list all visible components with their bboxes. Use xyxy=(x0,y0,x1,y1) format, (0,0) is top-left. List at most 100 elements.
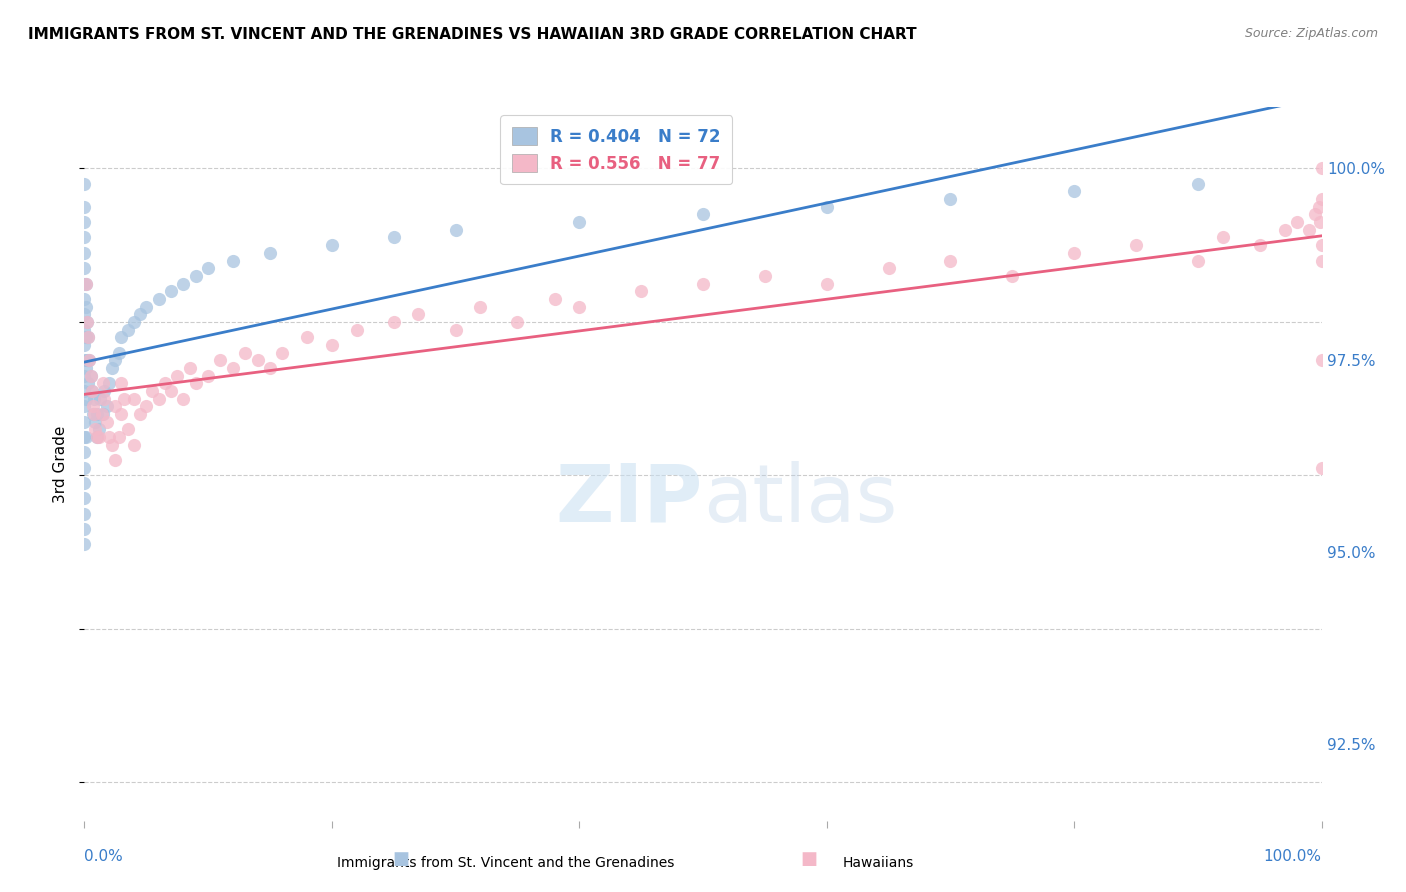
Point xyxy=(1308,200,1330,214)
Point xyxy=(76,315,98,329)
Point xyxy=(86,407,108,421)
Point xyxy=(135,300,157,314)
Point xyxy=(91,376,114,391)
Text: Source: ZipAtlas.com: Source: ZipAtlas.com xyxy=(1244,27,1378,40)
Point xyxy=(172,277,194,291)
Point xyxy=(73,430,96,444)
Text: ZIP: ZIP xyxy=(555,460,703,539)
Point xyxy=(73,476,96,491)
Text: 100.0%: 100.0% xyxy=(1264,849,1322,864)
Point xyxy=(1310,253,1333,268)
Point xyxy=(79,368,101,383)
Point xyxy=(80,384,103,398)
Point xyxy=(166,368,188,383)
Point xyxy=(77,330,100,344)
Point xyxy=(100,437,122,451)
Point xyxy=(271,345,294,359)
Point xyxy=(1310,192,1333,206)
Point xyxy=(1310,460,1333,475)
Point xyxy=(148,292,170,306)
Point xyxy=(73,338,96,352)
Point xyxy=(153,376,176,391)
Point xyxy=(754,268,776,283)
Point xyxy=(1249,238,1271,252)
Point xyxy=(1125,238,1147,252)
Point xyxy=(75,360,97,375)
Point xyxy=(382,315,405,329)
Point xyxy=(939,253,962,268)
Text: IMMIGRANTS FROM ST. VINCENT AND THE GRENADINES VS HAWAIIAN 3RD GRADE CORRELATION: IMMIGRANTS FROM ST. VINCENT AND THE GREN… xyxy=(28,27,917,42)
Point xyxy=(444,322,467,336)
Point xyxy=(86,430,108,444)
Point xyxy=(197,368,219,383)
Point xyxy=(1212,230,1234,244)
Point xyxy=(93,384,115,398)
Point xyxy=(75,330,97,344)
Point xyxy=(197,261,219,276)
Point xyxy=(321,338,343,352)
Point xyxy=(129,407,152,421)
Point xyxy=(96,415,118,429)
Point xyxy=(76,315,98,329)
Point xyxy=(129,307,152,321)
Point xyxy=(82,407,104,421)
Point xyxy=(73,537,96,551)
Point xyxy=(1001,268,1024,283)
Point xyxy=(73,507,96,521)
Point xyxy=(1309,215,1331,229)
Point xyxy=(135,399,157,413)
Point xyxy=(73,200,96,214)
Point xyxy=(444,223,467,237)
Point xyxy=(408,307,430,321)
Point xyxy=(259,360,281,375)
Point xyxy=(79,353,101,368)
Point xyxy=(233,345,256,359)
Text: atlas: atlas xyxy=(703,460,897,539)
Point xyxy=(82,399,104,413)
Point xyxy=(108,430,131,444)
Point xyxy=(259,245,281,260)
Point xyxy=(122,392,145,406)
Y-axis label: 3rd Grade: 3rd Grade xyxy=(53,425,69,502)
Point xyxy=(117,422,139,436)
Point xyxy=(73,307,96,321)
Point xyxy=(506,315,529,329)
Point xyxy=(222,360,245,375)
Point xyxy=(295,330,318,344)
Point xyxy=(692,277,714,291)
Point xyxy=(77,330,100,344)
Point xyxy=(815,277,838,291)
Point xyxy=(1310,238,1333,252)
Point xyxy=(84,415,107,429)
Point xyxy=(692,207,714,221)
Point xyxy=(73,245,96,260)
Point xyxy=(91,407,114,421)
Text: Immigrants from St. Vincent and the Grenadines: Immigrants from St. Vincent and the Gren… xyxy=(337,855,675,870)
Point xyxy=(73,177,96,191)
Point xyxy=(1298,223,1320,237)
Point xyxy=(75,277,97,291)
Point xyxy=(179,360,201,375)
Point xyxy=(73,522,96,536)
Point xyxy=(83,407,105,421)
Point xyxy=(83,392,105,406)
Point xyxy=(89,430,111,444)
Point xyxy=(73,399,96,413)
Point xyxy=(1285,215,1308,229)
Point xyxy=(184,376,207,391)
Point xyxy=(877,261,900,276)
Point xyxy=(122,437,145,451)
Point xyxy=(543,292,565,306)
Point xyxy=(73,460,96,475)
Point xyxy=(122,315,145,329)
Point xyxy=(79,368,101,383)
Point xyxy=(98,430,121,444)
Point xyxy=(117,322,139,336)
Point xyxy=(209,353,232,368)
Point xyxy=(1187,253,1209,268)
Point xyxy=(73,215,96,229)
Point xyxy=(1187,177,1209,191)
Point xyxy=(90,407,112,421)
Point xyxy=(108,345,131,359)
Point xyxy=(1274,223,1296,237)
